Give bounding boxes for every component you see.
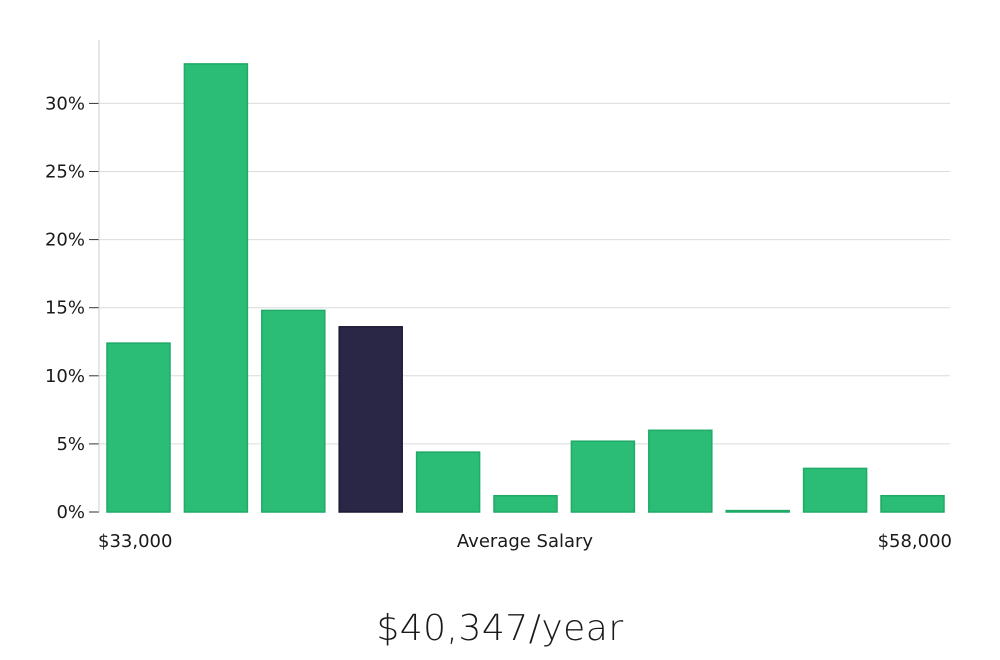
y-tick-label: 20% xyxy=(45,230,85,251)
histogram-bar xyxy=(261,309,326,513)
y-tick-label: 25% xyxy=(45,162,85,183)
y-tick-label: 10% xyxy=(45,366,85,387)
bars xyxy=(106,63,945,513)
x-end-label: $58,000 xyxy=(878,531,952,552)
y-axis-ticks: 0% 5% 10% 15% 20% 25% 30% xyxy=(45,93,99,523)
y-tick-label: 5% xyxy=(56,434,85,455)
histogram-bar xyxy=(106,342,171,513)
histogram-bar xyxy=(570,440,636,513)
histogram-bar xyxy=(725,509,790,513)
salary-histogram: 0% 5% 10% 15% 20% 25% 30% $33,000 Average Sala… xyxy=(45,40,952,552)
histogram-bar xyxy=(183,63,249,513)
histogram-bar xyxy=(880,494,945,513)
histogram-bar xyxy=(802,467,868,513)
y-tick-label: 0% xyxy=(56,502,85,523)
histogram-bar xyxy=(415,451,481,513)
histogram-bar xyxy=(493,494,558,513)
histogram-bar-highlighted xyxy=(338,326,403,513)
histogram-bar xyxy=(648,429,713,513)
y-tick-label: 15% xyxy=(45,298,85,319)
average-salary-headline: $40,347/year xyxy=(376,608,624,649)
x-start-label: $33,000 xyxy=(98,531,172,552)
y-tick-label: 30% xyxy=(45,93,85,114)
x-axis-title: Average Salary xyxy=(457,531,594,552)
